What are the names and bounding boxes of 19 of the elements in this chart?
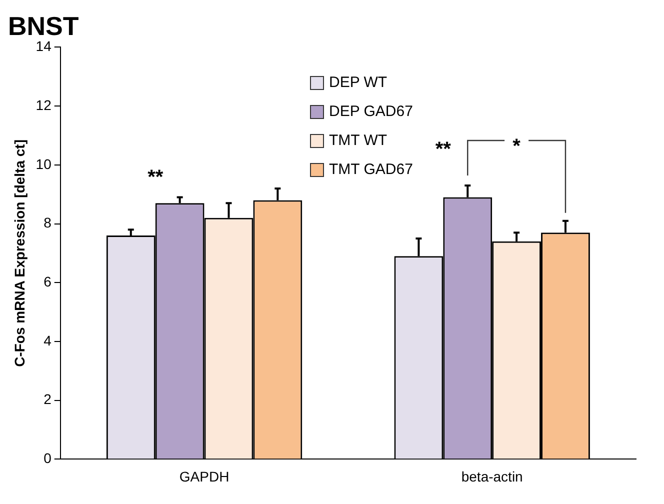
- y-tick-label: 10: [36, 156, 52, 172]
- x-tick-label: GAPDH: [179, 468, 230, 484]
- y-tick-label: 12: [36, 96, 52, 113]
- y-tick-label: 14: [36, 38, 52, 54]
- annotation: **: [148, 166, 164, 188]
- legend-label: TMT WT: [329, 132, 388, 149]
- chart-title: BNST: [8, 10, 79, 41]
- y-tick-label: 4: [44, 332, 52, 348]
- y-tick-label: 2: [44, 391, 52, 408]
- x-tick-label: beta-actin: [461, 468, 523, 484]
- legend-label: DEP GAD67: [329, 103, 413, 120]
- legend-label: TMT GAD67: [329, 161, 413, 178]
- y-tick-label: 0: [44, 450, 52, 466]
- y-axis-title: C-Fos mRNA Expression [delta ct]: [11, 139, 28, 367]
- y-tick-label: 8: [44, 214, 52, 231]
- y-tick-label: 6: [44, 273, 52, 290]
- annotation: *: [512, 136, 521, 158]
- annotation: **: [435, 138, 452, 161]
- legend-label: DEP WT: [329, 74, 388, 91]
